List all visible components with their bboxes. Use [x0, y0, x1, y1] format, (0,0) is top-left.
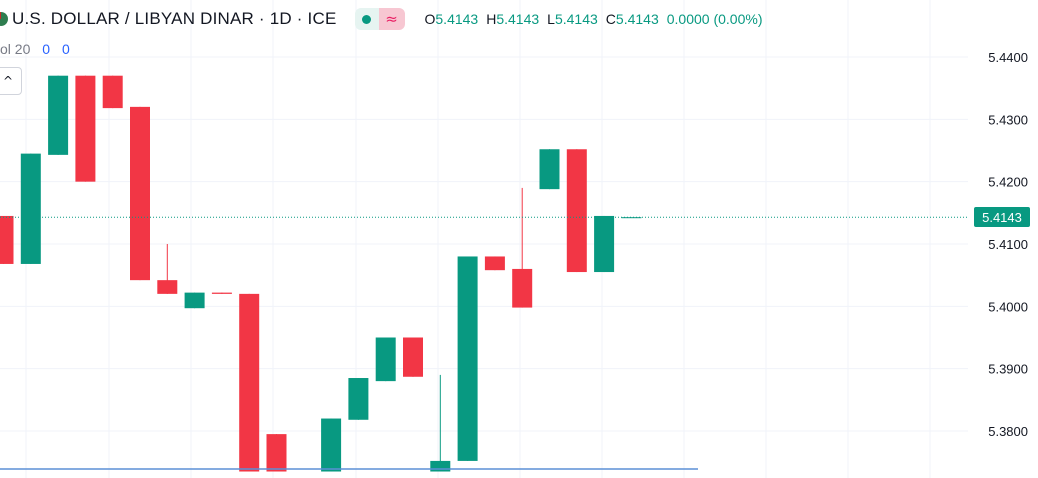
candle [75, 75, 96, 182]
high-label: H [486, 11, 497, 27]
candle-body [348, 378, 369, 420]
candle [48, 75, 69, 155]
candle-body [457, 256, 478, 461]
candle [430, 374, 451, 472]
candle-body [0, 215, 14, 264]
price-tick-label: 5.3900 [988, 362, 1028, 377]
candle-body [211, 292, 232, 294]
candle-body [594, 215, 615, 273]
wave-icon[interactable]: ≈ [378, 8, 405, 30]
symbol-title[interactable]: U.S. DOLLAR / LIBYAN DINAR · 1D · ICE [12, 9, 337, 28]
volume-label: ol 20 [0, 41, 31, 57]
candle-body [102, 75, 123, 109]
candle-body [321, 418, 342, 472]
close-value: 5.4143 [615, 11, 659, 27]
candle-body [157, 280, 178, 294]
candle-body [430, 460, 451, 472]
candles [0, 75, 642, 472]
volume-value-1: 0 [42, 41, 51, 57]
chart-overlays [0, 216, 968, 470]
price-axis[interactable]: 5.4400 5.4300 5.4200 5.4100 5.4000 5.3900 5.38… [988, 50, 1028, 439]
market-status-icon[interactable] [354, 8, 379, 30]
currency-flag-icon [0, 12, 8, 26]
candle [102, 75, 123, 109]
status-pill[interactable]: ≈ [354, 8, 405, 30]
candle-body [239, 293, 260, 472]
price-tick-label: 5.4400 [988, 50, 1028, 65]
low-value: 5.4143 [554, 11, 598, 27]
candle [0, 215, 14, 264]
candle-body [484, 256, 505, 271]
candle [184, 292, 205, 309]
candle [484, 256, 505, 271]
low-label: L [547, 11, 555, 27]
collapse-legend-button[interactable]: ^ [0, 67, 22, 95]
candle-body [266, 434, 287, 472]
candle-body [566, 149, 587, 273]
candle-body [512, 268, 533, 308]
candle [239, 293, 260, 472]
candle-body [20, 153, 41, 264]
candle [20, 153, 41, 264]
legend-header: U.S. DOLLAR / LIBYAN DINAR · 1D · ICE ≈ … [0, 6, 762, 32]
candle-body [375, 337, 396, 382]
price-tick-label: 5.3800 [988, 424, 1028, 439]
price-tick-label: 5.4000 [988, 299, 1028, 314]
last-price-badge: 5.4143 [974, 207, 1030, 227]
candle [157, 244, 178, 294]
candle [594, 215, 615, 273]
candle-body [621, 217, 642, 219]
candle [321, 418, 342, 472]
candle [457, 256, 478, 461]
candle-body [130, 106, 150, 281]
candle [512, 187, 533, 308]
ohlc-values: O 5.4143 H 5.4143 L 5.4143 C 5.4143 [425, 11, 667, 27]
close-label: C [605, 11, 616, 27]
candle [348, 378, 369, 420]
volume-value-2: 0 [61, 41, 70, 57]
candle-body [48, 75, 69, 155]
chevron-up-icon: ^ [2, 74, 14, 88]
candle-body [75, 75, 96, 182]
price-tick-label: 5.4200 [988, 175, 1028, 190]
candle [375, 337, 396, 382]
open-value: 5.4143 [435, 11, 479, 27]
candle-body [539, 149, 560, 190]
candle [539, 149, 560, 190]
candle [266, 434, 287, 472]
candle [566, 149, 587, 273]
candle-body [184, 292, 205, 309]
chart-grid [0, 0, 968, 478]
volume-legend: ol 20 0 0 [0, 41, 70, 57]
price-tick-label: 5.4100 [988, 237, 1028, 252]
candle [211, 292, 232, 294]
candle-body [403, 337, 423, 377]
candle [403, 337, 423, 377]
candle [130, 106, 150, 281]
high-value: 5.4143 [496, 11, 540, 27]
change-value: 0.0000 (0.00%) [666, 11, 763, 27]
open-label: O [424, 11, 436, 27]
price-tick-label: 5.4300 [988, 112, 1028, 127]
candle [621, 217, 642, 219]
